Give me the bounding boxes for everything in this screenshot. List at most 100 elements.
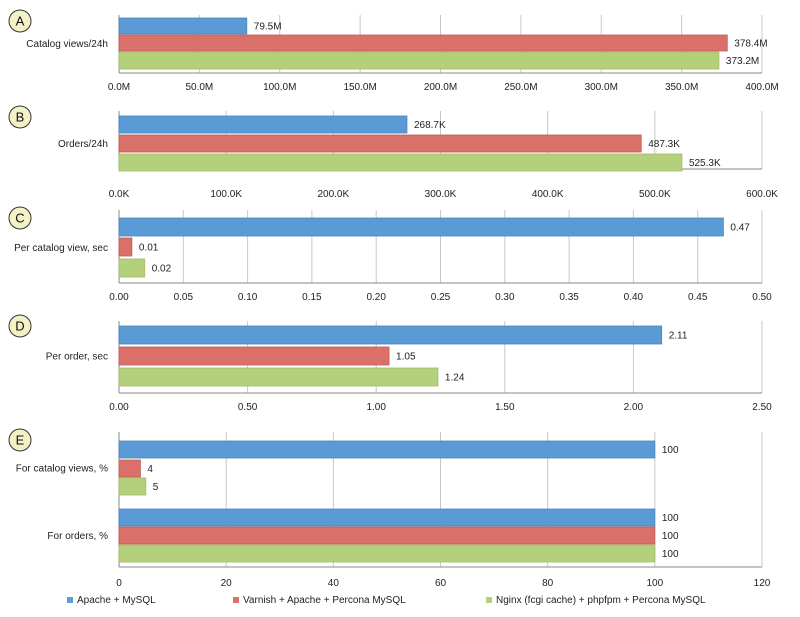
- data-label: 2.11: [669, 331, 688, 342]
- data-label: 0.47: [730, 223, 750, 234]
- legend: Apache + MySQL Varnish + Apache + Percona…: [67, 595, 706, 606]
- x-tick-label: 0.40: [624, 292, 644, 303]
- legend-swatch: [486, 597, 492, 603]
- panel-badge-letter: E: [16, 433, 25, 448]
- x-tick-label: 250.0M: [504, 82, 537, 93]
- x-tick-label: 500.0K: [639, 189, 671, 200]
- bar: [118, 440, 656, 459]
- data-label: 79.5M: [254, 22, 282, 33]
- x-tick-label: 0.50: [238, 402, 258, 413]
- x-tick-label: 600.0K: [746, 189, 778, 200]
- x-tick-label: 350.0M: [665, 82, 698, 93]
- bar: [118, 325, 663, 345]
- x-tick-label: 0.15: [302, 292, 322, 303]
- panel-badge: [8, 105, 32, 129]
- panel-badge-letter: A: [16, 14, 25, 29]
- bar: [118, 544, 656, 563]
- x-tick-label: 100.0M: [263, 82, 296, 93]
- chart-panel-a: 0.0M 50.0M 100.0M 150.0M 200.0M 250.0M 300.0M 3…: [8, 9, 779, 93]
- chart-panel-e: 0 20 40 60 80 100 120 E For catalog views, % 100 4…: [8, 428, 771, 589]
- panel-badge-letter: B: [16, 110, 25, 125]
- panel-badge: [8, 9, 32, 33]
- bar: [118, 115, 408, 134]
- x-tick-label: 1.00: [366, 402, 386, 413]
- panel-badge: [8, 314, 32, 338]
- x-tick-label: 120: [754, 578, 771, 589]
- x-tick-label: 2.00: [624, 402, 644, 413]
- x-tick-label: 0.45: [688, 292, 708, 303]
- data-label: 0.01: [139, 243, 159, 254]
- chart-panel-d: 0.00 0.50 1.00 1.50 2.00 2.50 D Per order, sec 2…: [8, 314, 772, 413]
- x-tick-label: 2.50: [752, 402, 772, 413]
- x-tick-label: 100.0K: [210, 189, 242, 200]
- chart-panel-c: 0.00 0.05 0.10 0.15 0.20 0.25 0.30 0.35 0.40 0.45…: [8, 206, 772, 303]
- bar: [118, 459, 141, 478]
- data-label: 378.4M: [734, 39, 767, 50]
- bar: [118, 508, 656, 527]
- data-label: 1.05: [396, 352, 416, 363]
- x-tick-label: 20: [221, 578, 233, 589]
- x-tick-label: 200.0M: [424, 82, 457, 93]
- category-label: Orders/24h: [58, 139, 108, 150]
- bar: [118, 51, 720, 70]
- data-label: 5: [153, 482, 159, 493]
- x-tick-label: 1.50: [495, 402, 515, 413]
- bar: [118, 237, 133, 257]
- x-tick-label: 0.20: [366, 292, 386, 303]
- x-tick-label: 0: [116, 578, 122, 589]
- x-tick-label: 200.0K: [317, 189, 349, 200]
- x-tick-label: 0.05: [174, 292, 194, 303]
- bar: [118, 346, 390, 366]
- data-label: 100: [662, 531, 679, 542]
- bar: [118, 217, 724, 237]
- bar: [118, 477, 147, 496]
- legend-swatch: [67, 597, 73, 603]
- x-tick-label: 0.50: [752, 292, 772, 303]
- data-label: 0.02: [152, 264, 172, 275]
- x-tick-label: 100: [646, 578, 663, 589]
- x-tick-label: 300.0K: [425, 189, 457, 200]
- data-label: 1.24: [445, 373, 465, 384]
- data-label: 373.2M: [726, 56, 759, 67]
- x-tick-label: 0.0M: [108, 82, 130, 93]
- x-tick-label: 40: [328, 578, 340, 589]
- data-label: 487.3K: [648, 139, 680, 150]
- bar: [118, 17, 248, 35]
- data-label: 4: [147, 464, 153, 475]
- bar: [118, 134, 642, 153]
- bar: [118, 153, 683, 172]
- x-tick-label: 400.0M: [745, 82, 778, 93]
- data-label: 100: [662, 445, 679, 456]
- x-tick-label: 0.30: [495, 292, 515, 303]
- panel-badge-letter: D: [15, 319, 24, 334]
- x-tick-label: 0.00: [109, 292, 129, 303]
- legend-entry: Nginx (fcgi cache) + phpfpm + Percona My…: [496, 595, 706, 606]
- x-tick-label: 150.0M: [343, 82, 376, 93]
- bar: [118, 258, 146, 278]
- x-tick-label: 0.10: [238, 292, 258, 303]
- bar: [118, 526, 656, 545]
- x-tick-label: 60: [435, 578, 447, 589]
- panel-badge: [8, 206, 32, 230]
- category-label: For orders, %: [47, 531, 108, 542]
- x-tick-label: 80: [542, 578, 554, 589]
- x-tick-label: 50.0M: [185, 82, 213, 93]
- x-tick-label: 300.0M: [585, 82, 618, 93]
- chart-panel-b: 0.0K 100.0K 200.0K 300.0K 400.0K 500.0K 600.0K…: [8, 105, 778, 200]
- data-label: 100: [662, 513, 679, 524]
- x-tick-label: 0.25: [431, 292, 451, 303]
- legend-entry: Varnish + Apache + Percona MySQL: [243, 595, 406, 606]
- category-label: Per order, sec: [46, 352, 108, 363]
- x-tick-label: 0.35: [559, 292, 579, 303]
- x-tick-label: 0.00: [109, 402, 129, 413]
- legend-entry: Apache + MySQL: [77, 595, 156, 606]
- data-label: 268.7K: [414, 120, 446, 131]
- data-label: 100: [662, 549, 679, 560]
- x-tick-label: 0.0K: [109, 189, 130, 200]
- panel-badge-letter: C: [15, 211, 24, 226]
- category-label: For catalog views, %: [16, 464, 108, 475]
- bar: [118, 367, 439, 387]
- bar: [118, 34, 728, 52]
- panel-badge: [8, 428, 32, 452]
